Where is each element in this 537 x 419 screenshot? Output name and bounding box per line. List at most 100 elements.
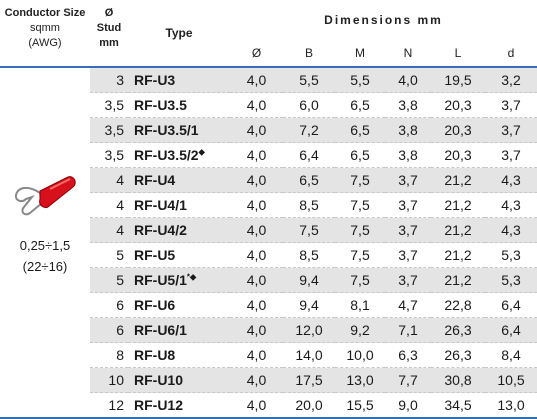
conductor-awg: (22÷16)	[22, 259, 68, 274]
table-row: 6 RF-U6/1 4,0 12,0 9,2 7,1 26,3 6,4	[0, 317, 537, 343]
table-row: 5 RF-U5 4,0 8,5 7,5 3,7 21,2 5,3	[0, 242, 537, 268]
dim-cell: 3,7	[385, 192, 431, 218]
dim-cell: 3,7	[485, 92, 537, 118]
dim-cell: 13,0	[335, 367, 385, 393]
dim-cell: 3,7	[485, 117, 537, 143]
dim-cell: 6,5	[283, 167, 335, 193]
dim-cell: 4,3	[485, 192, 537, 218]
table-row: 3,5 RF-U3.5/1 4,0 7,2 6,5 3,8 20,3 3,7	[0, 117, 537, 143]
dim-cell: 6,4	[283, 142, 335, 168]
type-text: RF-U5/1	[134, 272, 187, 288]
dim-cell: 6,5	[335, 117, 385, 143]
type-header: Type	[128, 0, 230, 68]
dim-cell: 30,8	[431, 367, 485, 393]
type-cell: RF-U5/1*◆	[128, 267, 230, 293]
type-text: RF-U10	[134, 372, 184, 388]
dim-cell: 8,1	[335, 292, 385, 318]
dimensions-header: Dimensions mm	[324, 13, 443, 27]
dim-cell: 4,0	[230, 292, 283, 318]
type-cell: RF-U6/1	[128, 317, 230, 343]
dim-header: Ø	[230, 40, 283, 68]
type-cell: RF-U8	[128, 342, 230, 368]
table-row: 4 RF-U4/2 4,0 7,5 7,5 3,7 21,2 4,3	[0, 217, 537, 243]
dim-header: N	[385, 40, 431, 68]
stud-header: Ø Stud mm	[90, 0, 128, 68]
dim-cell: 9,0	[385, 392, 431, 419]
dim-cell: 7,2	[283, 117, 335, 143]
stud-cell: 6	[90, 317, 128, 343]
type-text: RF-U4/1	[134, 197, 187, 213]
dim-cell: 7,5	[335, 192, 385, 218]
stud-cell: 3,5	[90, 92, 128, 118]
dim-cell: 3,8	[385, 117, 431, 143]
type-cell: RF-U12	[128, 392, 230, 419]
dim-cell: 3,8	[385, 142, 431, 168]
table-row: 3,5 RF-U3.5 4,0 6,0 6,5 3,8 20,3 3,7	[0, 92, 537, 118]
dim-header: B	[283, 40, 335, 68]
dim-cell: 4,0	[230, 267, 283, 293]
dim-cell: 6,5	[335, 92, 385, 118]
dim-cell: 20,3	[431, 117, 485, 143]
dim-cell: 7,5	[335, 242, 385, 268]
dim-cell: 5,3	[485, 242, 537, 268]
dim-cell: 4,0	[230, 117, 283, 143]
dim-cell: 22,8	[431, 292, 485, 318]
dim-cell: 7,1	[385, 317, 431, 343]
stud-cell: 10	[90, 367, 128, 393]
table-row: 4 RF-U4 4,0 6,5 7,5 3,7 21,2 4,3	[0, 167, 537, 193]
type-cell: RF-U3.5	[128, 92, 230, 118]
dim-cell: 12,0	[283, 317, 335, 343]
dim-cell: 5,5	[335, 67, 385, 93]
dim-cell: 8,5	[283, 192, 335, 218]
dim-cell: 6,4	[485, 317, 537, 343]
dim-cell: 10,5	[485, 367, 537, 393]
type-text: RF-U3.5/1	[134, 122, 199, 138]
stud-cell: 4	[90, 192, 128, 218]
dim-cell: 7,7	[385, 367, 431, 393]
table-row: 3,5 RF-U3.5/2◆ 4,0 6,4 6,5 3,8 20,3 3,7	[0, 142, 537, 168]
dim-cell: 21,2	[431, 217, 485, 243]
type-text: RF-U3.5/2	[134, 147, 199, 163]
type-text: RF-U8	[134, 347, 176, 363]
table-row: 8 RF-U8 4,0 14,0 10,0 6,3 26,3 8,4	[0, 342, 537, 368]
dim-cell: 21,2	[431, 242, 485, 268]
dim-cell: 14,0	[283, 342, 335, 368]
stud-cell: 3	[90, 67, 128, 93]
dim-cell: 20,0	[283, 392, 335, 419]
dim-cell: 21,2	[431, 192, 485, 218]
dim-cell: 7,5	[335, 167, 385, 193]
dim-cell: 8,5	[283, 242, 335, 268]
dim-cell: 7,5	[335, 267, 385, 293]
stud-cell: 6	[90, 292, 128, 318]
terminal-icon	[14, 176, 76, 216]
dim-cell: 9,4	[283, 292, 335, 318]
type-text: RF-U6	[134, 297, 176, 313]
dim-cell: 4,0	[230, 217, 283, 243]
dim-cell: 4,0	[230, 242, 283, 268]
table-row: 10 RF-U10 4,0 17,5 13,0 7,7 30,8 10,5	[0, 367, 537, 393]
type-mark: ◆	[198, 147, 205, 157]
conductor-header: Conductor Size sqmm (AWG)	[0, 0, 90, 68]
dim-cell: 20,3	[431, 92, 485, 118]
header-text: Ø	[104, 7, 114, 19]
stud-cell: 8	[90, 342, 128, 368]
dim-cell: 13,0	[485, 392, 537, 419]
dim-cell: 7,5	[283, 217, 335, 243]
type-text: RF-U4	[134, 172, 176, 188]
table-row: 5 RF-U5/1*◆ 4,0 9,4 7,5 3,7 21,2 5,3	[0, 267, 537, 293]
type-text: RF-U3	[134, 72, 176, 88]
dim-cell: 4,7	[385, 292, 431, 318]
dim-cell: 3,8	[385, 92, 431, 118]
dim-cell: 8,4	[485, 342, 537, 368]
type-text: RF-U12	[134, 397, 184, 413]
type-cell: RF-U10	[128, 367, 230, 393]
dim-cell: 9,4	[283, 267, 335, 293]
stud-cell: 4	[90, 217, 128, 243]
table-row: 6 RF-U6 4,0 9,4 8,1 4,7 22,8 6,4	[0, 292, 537, 318]
header-text: Conductor Size	[4, 7, 86, 19]
dim-cell: 20,3	[431, 142, 485, 168]
type-cell: RF-U4	[128, 167, 230, 193]
dim-header: d	[485, 40, 537, 68]
